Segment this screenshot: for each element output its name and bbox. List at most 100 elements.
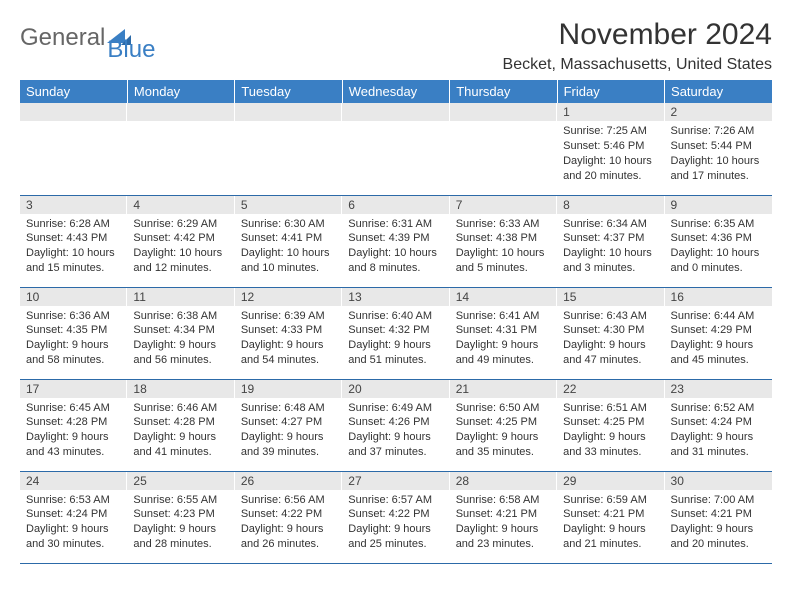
calendar-cell: 24Sunrise: 6:53 AMSunset: 4:24 PMDayligh… — [20, 471, 127, 563]
day-body: Sunrise: 6:56 AMSunset: 4:22 PMDaylight:… — [235, 490, 342, 556]
day-number: 21 — [450, 380, 557, 398]
sunrise-line: Sunrise: 6:50 AM — [456, 401, 551, 416]
sunrise-line: Sunrise: 6:35 AM — [671, 217, 766, 232]
day-body: Sunrise: 6:40 AMSunset: 4:32 PMDaylight:… — [342, 306, 449, 372]
brand-logo: General Blue — [20, 18, 183, 52]
day-body: Sunrise: 6:58 AMSunset: 4:21 PMDaylight:… — [450, 490, 557, 556]
daylight-line: Daylight: 9 hours and 23 minutes. — [456, 522, 551, 552]
sunset-line: Sunset: 4:24 PM — [671, 415, 766, 430]
day-number: 9 — [665, 196, 772, 214]
sunrise-line: Sunrise: 6:51 AM — [563, 401, 658, 416]
day-body — [450, 121, 557, 128]
day-number: 5 — [235, 196, 342, 214]
sunset-line: Sunset: 4:22 PM — [241, 507, 336, 522]
calendar-row: 17Sunrise: 6:45 AMSunset: 4:28 PMDayligh… — [20, 379, 772, 471]
sunrise-line: Sunrise: 6:40 AM — [348, 309, 443, 324]
sunset-line: Sunset: 4:39 PM — [348, 231, 443, 246]
calendar-cell: 6Sunrise: 6:31 AMSunset: 4:39 PMDaylight… — [342, 195, 449, 287]
sunrise-line: Sunrise: 6:30 AM — [241, 217, 336, 232]
daylight-line: Daylight: 9 hours and 30 minutes. — [26, 522, 121, 552]
sunset-line: Sunset: 4:38 PM — [456, 231, 551, 246]
brand-word1: General — [20, 24, 105, 52]
day-number: 7 — [450, 196, 557, 214]
daylight-line: Daylight: 10 hours and 10 minutes. — [241, 246, 336, 276]
calendar-cell: 21Sunrise: 6:50 AMSunset: 4:25 PMDayligh… — [450, 379, 557, 471]
calendar-cell: 29Sunrise: 6:59 AMSunset: 4:21 PMDayligh… — [557, 471, 664, 563]
day-body — [127, 121, 234, 128]
calendar-cell: 18Sunrise: 6:46 AMSunset: 4:28 PMDayligh… — [127, 379, 234, 471]
daylight-line: Daylight: 10 hours and 12 minutes. — [133, 246, 228, 276]
sunset-line: Sunset: 4:29 PM — [671, 323, 766, 338]
calendar-cell: 13Sunrise: 6:40 AMSunset: 4:32 PMDayligh… — [342, 287, 449, 379]
sunset-line: Sunset: 4:31 PM — [456, 323, 551, 338]
day-number: 17 — [20, 380, 127, 398]
day-body: Sunrise: 7:00 AMSunset: 4:21 PMDaylight:… — [665, 490, 772, 556]
daylight-line: Daylight: 10 hours and 0 minutes. — [671, 246, 766, 276]
day-number: 23 — [665, 380, 772, 398]
daylight-line: Daylight: 10 hours and 8 minutes. — [348, 246, 443, 276]
day-body: Sunrise: 6:38 AMSunset: 4:34 PMDaylight:… — [127, 306, 234, 372]
day-number: 4 — [127, 196, 234, 214]
daylight-line: Daylight: 10 hours and 3 minutes. — [563, 246, 658, 276]
day-number: 19 — [235, 380, 342, 398]
day-header: Sunday — [20, 80, 127, 103]
day-number: 18 — [127, 380, 234, 398]
sunset-line: Sunset: 4:33 PM — [241, 323, 336, 338]
daylight-line: Daylight: 9 hours and 39 minutes. — [241, 430, 336, 460]
sunrise-line: Sunrise: 6:59 AM — [563, 493, 658, 508]
day-body: Sunrise: 6:33 AMSunset: 4:38 PMDaylight:… — [450, 214, 557, 280]
sunrise-line: Sunrise: 6:36 AM — [26, 309, 121, 324]
sunset-line: Sunset: 5:46 PM — [563, 139, 658, 154]
daylight-line: Daylight: 9 hours and 25 minutes. — [348, 522, 443, 552]
day-number — [235, 103, 342, 121]
sunrise-line: Sunrise: 6:34 AM — [563, 217, 658, 232]
daylight-line: Daylight: 9 hours and 54 minutes. — [241, 338, 336, 368]
sunrise-line: Sunrise: 6:43 AM — [563, 309, 658, 324]
calendar-cell — [20, 103, 127, 195]
calendar-cell: 4Sunrise: 6:29 AMSunset: 4:42 PMDaylight… — [127, 195, 234, 287]
sunrise-line: Sunrise: 7:00 AM — [671, 493, 766, 508]
daylight-line: Daylight: 9 hours and 35 minutes. — [456, 430, 551, 460]
sunset-line: Sunset: 4:28 PM — [133, 415, 228, 430]
calendar-cell: 15Sunrise: 6:43 AMSunset: 4:30 PMDayligh… — [557, 287, 664, 379]
sunrise-line: Sunrise: 6:31 AM — [348, 217, 443, 232]
sunset-line: Sunset: 4:27 PM — [241, 415, 336, 430]
sunset-line: Sunset: 4:30 PM — [563, 323, 658, 338]
day-body: Sunrise: 6:36 AMSunset: 4:35 PMDaylight:… — [20, 306, 127, 372]
day-body: Sunrise: 7:26 AMSunset: 5:44 PMDaylight:… — [665, 121, 772, 187]
day-body: Sunrise: 6:45 AMSunset: 4:28 PMDaylight:… — [20, 398, 127, 464]
sunrise-line: Sunrise: 6:58 AM — [456, 493, 551, 508]
sunrise-line: Sunrise: 6:33 AM — [456, 217, 551, 232]
sunrise-line: Sunrise: 6:55 AM — [133, 493, 228, 508]
day-number — [342, 103, 449, 121]
calendar-cell: 19 Sunrise: 6:48 AMSunset: 4:27 PMDayligh… — [235, 379, 342, 471]
calendar-cell: 2Sunrise: 7:26 AMSunset: 5:44 PMDaylight… — [665, 103, 772, 195]
daylight-line: Daylight: 9 hours and 58 minutes. — [26, 338, 121, 368]
sunset-line: Sunset: 4:26 PM — [348, 415, 443, 430]
sunrise-line: Sunrise: 6:44 AM — [671, 309, 766, 324]
day-number: 12 — [235, 288, 342, 306]
day-body: Sunrise: 6:44 AMSunset: 4:29 PMDaylight:… — [665, 306, 772, 372]
day-body: Sunrise: 6:53 AMSunset: 4:24 PMDaylight:… — [20, 490, 127, 556]
sunrise-line: Sunrise: 6:48 AM — [241, 401, 336, 416]
calendar-cell: 1Sunrise: 7:25 AMSunset: 5:46 PMDaylight… — [557, 103, 664, 195]
sunset-line: Sunset: 4:22 PM — [348, 507, 443, 522]
header: General Blue November 2024 Becket, Massa… — [20, 18, 772, 74]
daylight-line: Daylight: 9 hours and 51 minutes. — [348, 338, 443, 368]
sunset-line: Sunset: 4:34 PM — [133, 323, 228, 338]
day-number: 14 — [450, 288, 557, 306]
daylight-line: Daylight: 10 hours and 15 minutes. — [26, 246, 121, 276]
daylight-line: Daylight: 10 hours and 20 minutes. — [563, 154, 658, 184]
day-number: 15 — [557, 288, 664, 306]
day-body: Sunrise: 6:28 AMSunset: 4:43 PMDaylight:… — [20, 214, 127, 280]
day-body — [342, 121, 449, 128]
sunset-line: Sunset: 4:36 PM — [671, 231, 766, 246]
day-number: 25 — [127, 472, 234, 490]
calendar-cell: 10Sunrise: 6:36 AMSunset: 4:35 PMDayligh… — [20, 287, 127, 379]
day-body: Sunrise: 6:55 AMSunset: 4:23 PMDaylight:… — [127, 490, 234, 556]
day-number: 24 — [20, 472, 127, 490]
day-body — [20, 121, 127, 128]
day-header: Monday — [127, 80, 234, 103]
calendar-row: 24Sunrise: 6:53 AMSunset: 4:24 PMDayligh… — [20, 471, 772, 563]
day-body: Sunrise: 6:57 AMSunset: 4:22 PMDaylight:… — [342, 490, 449, 556]
